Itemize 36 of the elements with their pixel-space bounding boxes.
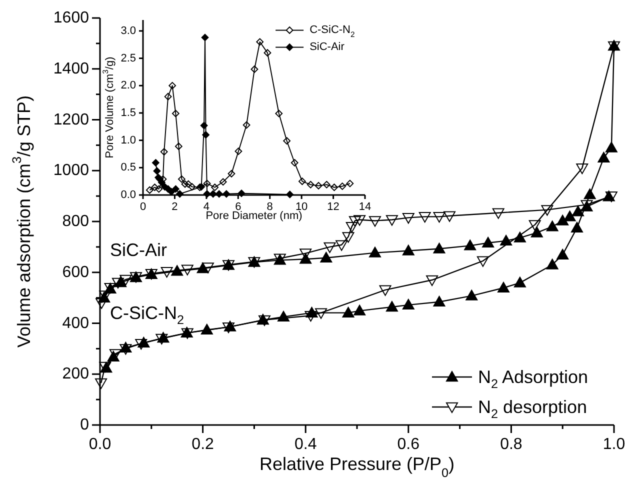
y-tick-label: 800 [62, 213, 90, 230]
x-tick-label: 0 [140, 201, 146, 213]
x-tick-label: 2 [172, 201, 178, 213]
annotation: SiC-Air [110, 240, 168, 260]
y-tick-label: 1000 [53, 162, 90, 180]
y-tick-label: 1200 [53, 111, 90, 128]
y-tick-label: 400 [62, 314, 90, 332]
y-tick-label: 2.5 [120, 52, 136, 64]
y-tick-label: 0 [80, 416, 90, 434]
y-tick-label: 0.0 [120, 189, 136, 201]
y-tick-label: 1400 [53, 60, 90, 78]
x-tick-label: 0.6 [397, 436, 420, 453]
x-tick-label: 0.8 [500, 436, 522, 453]
y-tick-label: 0.5 [120, 162, 136, 174]
y-tick-label: 1.0 [120, 134, 136, 146]
x-tick-label: 10 [295, 201, 308, 213]
x-axis-title: Relative Pressure (P/P$_{0}$) [259, 454, 455, 480]
y-tick-label: 200 [62, 366, 90, 383]
x-tick-label: 8 [266, 201, 273, 213]
legend-label: N$_{2}$ desorption [478, 397, 588, 421]
legend-label: N$_{2}$ Adsorption [478, 367, 588, 391]
annotation: C-SiC-N$_{2}$ [110, 303, 184, 327]
x-axis-title: Pore Diameter (nm) [206, 210, 302, 222]
y-tick-label: 2.0 [120, 80, 136, 92]
x-tick-label: 0.0 [88, 436, 112, 453]
x-tick-label: 0.2 [192, 436, 214, 453]
y-tick-label: 600 [62, 264, 90, 281]
x-tick-label: 1.0 [602, 436, 626, 453]
y-tick-label: 1.5 [120, 106, 136, 119]
x-tick-label: 0.4 [294, 436, 317, 453]
legend-label: C-SiC-N$_{2}$ [310, 24, 355, 40]
y-tick-label: 3.0 [120, 24, 136, 37]
x-tick-label: 14 [358, 201, 372, 213]
x-tick-label: 12 [327, 201, 340, 213]
y-tick-label: 1600 [53, 10, 90, 26]
legend-label: SiC-Air [310, 41, 345, 54]
